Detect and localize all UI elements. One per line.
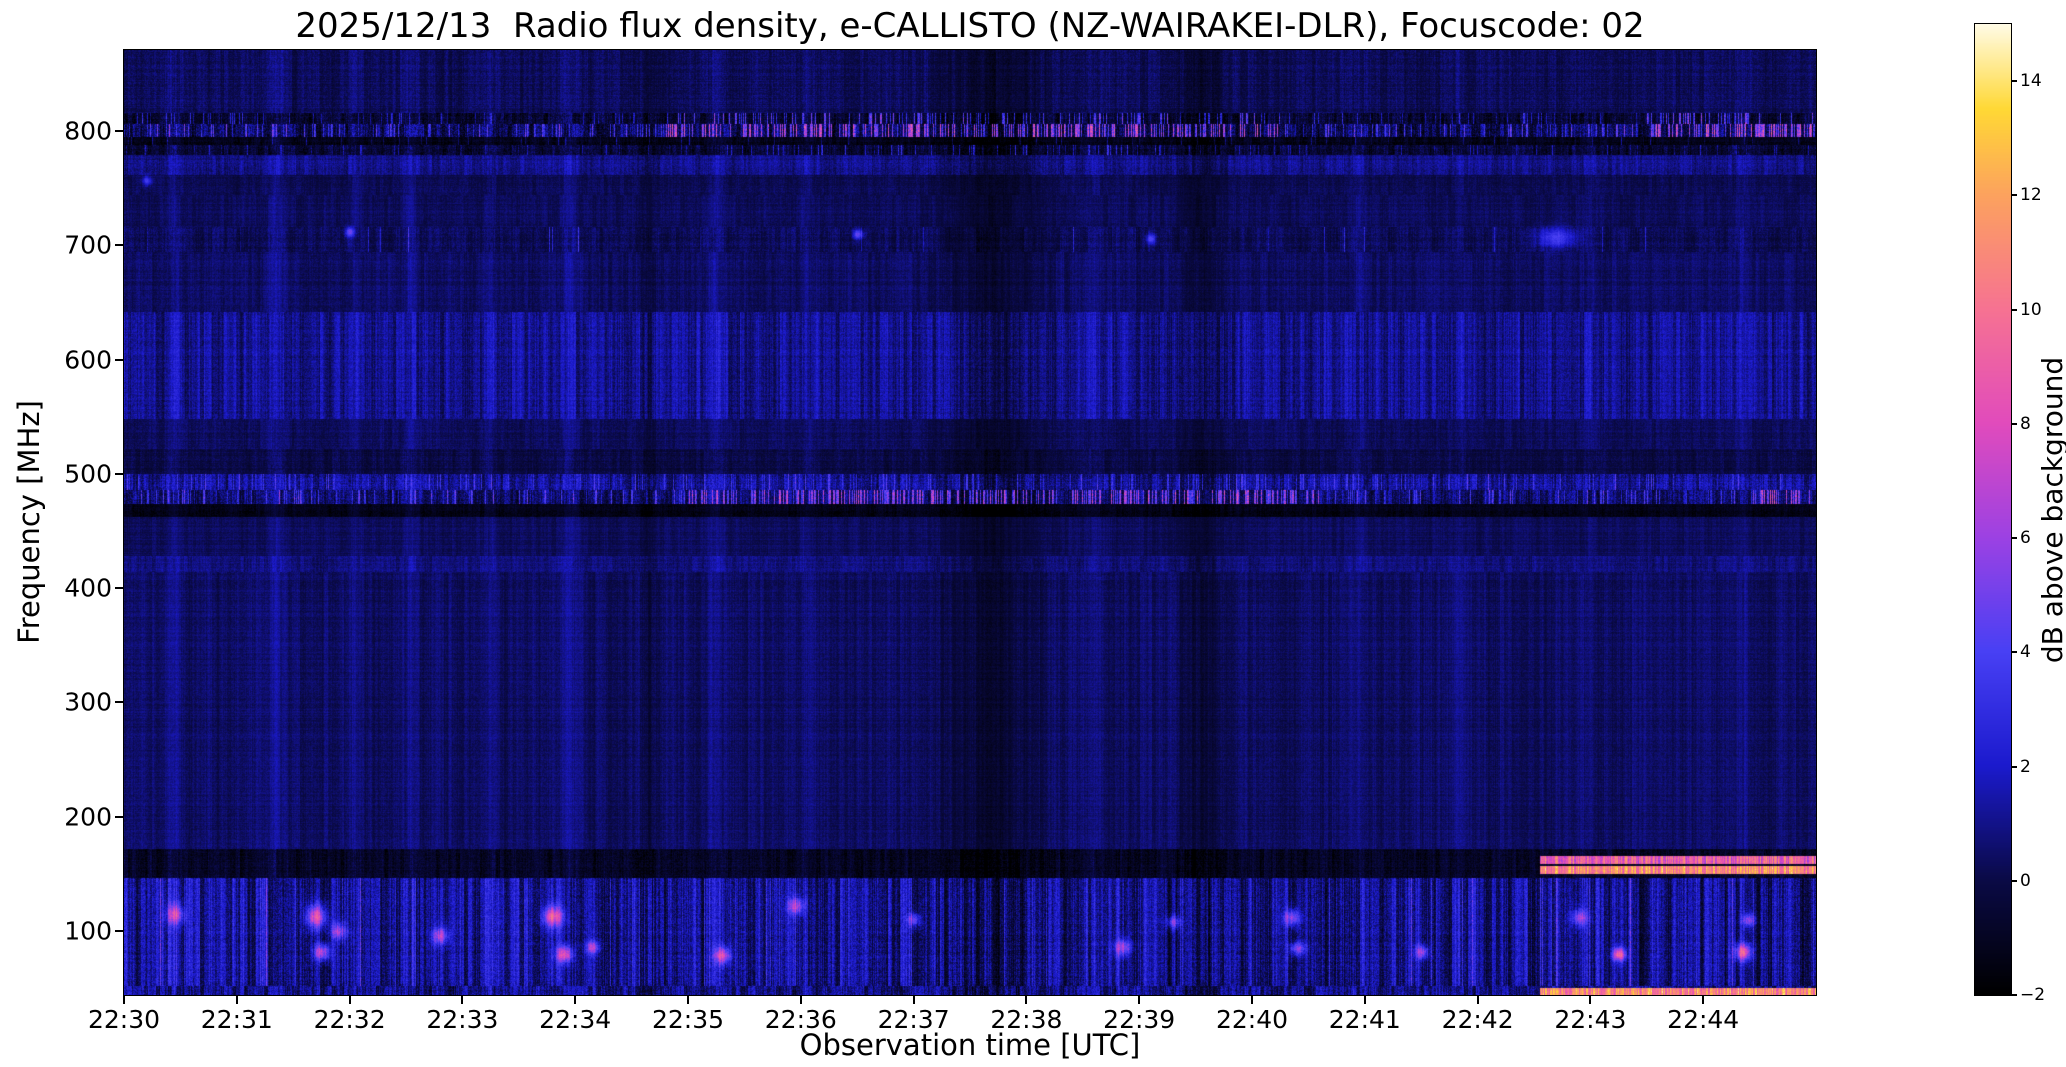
- colorbar-tick-mark: [2011, 537, 2017, 540]
- y-axis-label: Frequency [MHz]: [12, 400, 46, 644]
- colorbar-tick-mark: [2011, 994, 2017, 996]
- y-tick-mark: [115, 587, 123, 590]
- colorbar-tick-mark: [2011, 765, 2017, 768]
- x-tick-mark: [687, 996, 689, 1004]
- x-tick-label: 22:38: [990, 1005, 1063, 1034]
- x-tick-mark: [912, 996, 915, 1004]
- colorbar-tick-mark: [2011, 422, 2017, 425]
- colorbar-tick-label: 12: [2020, 185, 2042, 206]
- y-tick-mark: [115, 701, 123, 704]
- x-tick-label: 22:41: [1328, 1005, 1401, 1034]
- x-tick-mark: [348, 996, 351, 1004]
- colorbar-tick-mark: [2011, 80, 2017, 83]
- colorbar-tick-label: 4: [2020, 642, 2031, 663]
- x-tick-label: 22:31: [200, 1005, 273, 1034]
- y-tick-label: 800: [64, 116, 112, 146]
- colorbar-tick-label: 8: [2020, 413, 2031, 434]
- x-tick-mark: [1589, 996, 1592, 1004]
- plot-area: [123, 49, 1817, 996]
- x-tick-mark: [1251, 996, 1253, 1004]
- x-tick-mark: [1363, 996, 1366, 1004]
- x-tick-mark: [461, 996, 464, 1004]
- x-tick-label: 22:43: [1554, 1005, 1627, 1034]
- colorbar-label: dB above background: [2036, 356, 2066, 664]
- y-tick-label: 300: [64, 687, 112, 717]
- colorbar-tick-label: 0: [2020, 870, 2031, 891]
- y-tick-mark: [115, 815, 123, 818]
- colorbar-tick-label: 2: [2020, 756, 2031, 777]
- colorbar-tick-mark: [2011, 651, 2017, 654]
- x-tick-mark: [799, 996, 802, 1004]
- x-tick-mark: [574, 996, 577, 1004]
- y-tick-mark: [115, 244, 123, 247]
- x-tick-mark: [1025, 996, 1028, 1004]
- colorbar-tick-label: 10: [2020, 299, 2042, 320]
- x-tick-label: 22:42: [1441, 1005, 1514, 1034]
- spectrogram-canvas: [124, 50, 1816, 995]
- x-tick-label: 22:35: [651, 1005, 725, 1034]
- y-tick-label: 600: [64, 345, 112, 375]
- x-tick-label: 22:30: [87, 1005, 161, 1034]
- x-tick-label: 22:33: [426, 1005, 499, 1034]
- chart-title: 2025/12/13 Radio flux density, e-CALLIST…: [295, 6, 1645, 46]
- y-tick-mark: [115, 358, 123, 361]
- y-tick-label: 700: [64, 230, 112, 260]
- y-tick-label: 400: [64, 573, 112, 603]
- x-axis-label: Observation time [UTC]: [799, 1028, 1141, 1062]
- y-tick-label: 200: [64, 802, 112, 832]
- x-tick-label: 22:44: [1667, 1005, 1740, 1034]
- colorbar-tick-mark: [2011, 194, 2017, 197]
- x-tick-label: 22:32: [313, 1005, 386, 1034]
- x-tick-label: 22:37: [877, 1005, 950, 1034]
- y-tick-mark: [115, 930, 123, 932]
- y-tick-mark: [115, 472, 123, 475]
- colorbar-tick-mark: [2011, 879, 2017, 882]
- x-tick-label: 22:34: [539, 1005, 612, 1034]
- x-tick-mark: [235, 996, 238, 1004]
- x-tick-mark: [1702, 996, 1705, 1004]
- x-tick-label: 22:39: [1103, 1005, 1176, 1034]
- x-tick-mark: [1138, 996, 1141, 1004]
- x-tick-label: 22:36: [764, 1005, 837, 1034]
- colorbar-tick-label: 6: [2020, 528, 2031, 549]
- colorbar-tick-label: −2: [2020, 985, 2046, 1005]
- colorbar-canvas: [1975, 24, 2011, 995]
- colorbar-tick-mark: [2011, 308, 2017, 311]
- x-tick-mark: [123, 996, 125, 1004]
- x-tick-label: 22:40: [1215, 1005, 1289, 1034]
- y-tick-label: 500: [64, 459, 112, 489]
- colorbar-tick-label: 14: [2020, 71, 2042, 92]
- y-tick-label: 100: [64, 916, 112, 946]
- colorbar: [1974, 23, 2012, 996]
- y-tick-mark: [115, 130, 123, 133]
- x-tick-mark: [1476, 996, 1479, 1004]
